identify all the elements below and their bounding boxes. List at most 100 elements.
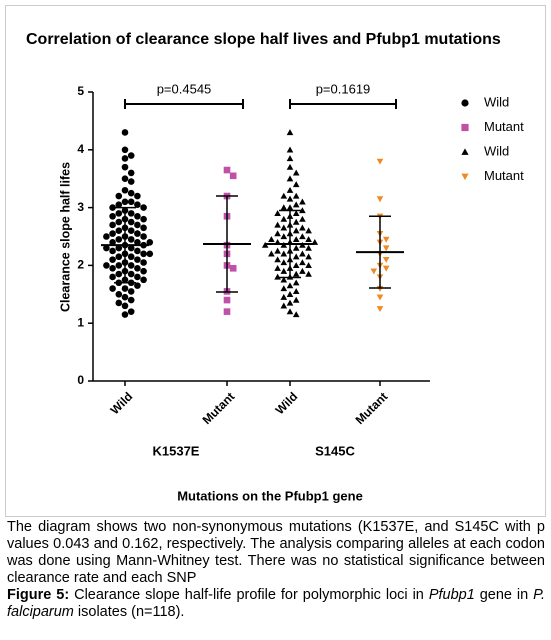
data-point — [134, 256, 141, 263]
y-tick-label: 5 — [77, 84, 84, 98]
data-point — [115, 299, 123, 307]
caption-block: The diagram shows two non-synonymous mut… — [7, 519, 545, 621]
data-point — [305, 270, 312, 277]
data-point — [134, 273, 141, 281]
data-point — [127, 152, 135, 159]
data-point — [292, 262, 300, 269]
data-point — [299, 215, 306, 222]
data-point — [286, 163, 294, 170]
data-point — [376, 196, 384, 203]
data-point — [127, 288, 135, 295]
data-point — [292, 169, 300, 176]
data-point — [299, 259, 306, 266]
data-point — [223, 166, 231, 174]
data-point — [115, 244, 123, 252]
group-label: S145C — [315, 443, 355, 458]
x-tick-label: Wild — [273, 389, 301, 417]
data-point — [274, 221, 281, 228]
data-point — [134, 247, 141, 255]
figure-label: Figure 5: — [7, 587, 70, 603]
data-point — [376, 294, 384, 301]
data-point — [103, 244, 110, 252]
data-point — [274, 273, 281, 280]
data-point — [280, 215, 288, 222]
data-point — [286, 195, 294, 202]
significance-bracket — [124, 99, 244, 109]
legend-label: Wild — [484, 94, 509, 109]
data-point — [305, 227, 312, 234]
data-point — [280, 259, 288, 266]
data-point — [286, 308, 294, 315]
data-point — [134, 212, 141, 220]
data-point — [127, 262, 135, 269]
data-point — [115, 210, 123, 217]
legend-marker — [461, 123, 469, 132]
data-point — [280, 233, 288, 240]
data-point — [292, 279, 300, 286]
data-point — [299, 198, 306, 205]
data-point — [286, 175, 294, 182]
data-point — [305, 244, 312, 251]
data-point — [286, 291, 294, 297]
data-point — [115, 236, 123, 243]
data-point — [121, 198, 129, 206]
data-point — [299, 207, 306, 214]
x-tick-label: Mutant — [353, 389, 391, 427]
data-point — [121, 293, 129, 301]
x-axis-label: Mutations on the Pfubp1 gene — [177, 488, 363, 503]
data-point — [121, 155, 129, 162]
data-point — [261, 241, 269, 248]
data-point — [127, 210, 135, 217]
data-point — [382, 236, 390, 243]
data-point — [115, 253, 123, 261]
data-point — [292, 218, 300, 225]
data-point — [286, 155, 294, 162]
caption-text: Clearance slope half-life profile for po… — [74, 587, 429, 603]
data-point — [109, 204, 116, 211]
data-point — [109, 285, 116, 292]
data-point — [292, 236, 300, 243]
data-point — [305, 236, 312, 243]
data-point — [274, 264, 281, 271]
data-point — [299, 250, 306, 257]
data-point — [280, 267, 288, 274]
data-point — [109, 221, 116, 229]
data-point — [140, 224, 147, 232]
chart-title: Correlation of clearance slope half live… — [26, 31, 501, 48]
data-point — [109, 247, 116, 255]
data-point — [115, 262, 123, 269]
data-point — [121, 129, 129, 136]
data-point — [127, 244, 135, 252]
data-point — [292, 270, 300, 277]
data-point — [286, 146, 294, 153]
data-point — [292, 201, 300, 208]
data-point — [268, 250, 275, 257]
caption-text: gene in — [474, 587, 534, 603]
data-point — [134, 282, 141, 289]
y-tick-label: 2 — [77, 258, 84, 272]
data-point — [127, 218, 135, 226]
data-point — [127, 189, 135, 197]
data-point — [140, 204, 147, 211]
data-point — [280, 250, 288, 257]
data-point — [109, 230, 116, 237]
data-point — [115, 291, 123, 298]
data-point — [127, 169, 135, 177]
y-tick-label: 1 — [77, 315, 84, 329]
x-tick-label: Mutant — [200, 389, 238, 427]
data-point — [115, 192, 123, 200]
annotation: p=0.1619 — [316, 81, 371, 96]
caption-italic: Pfubp1 — [428, 587, 475, 603]
y-axis-label: Clearance slope half lifes — [58, 162, 72, 312]
data-point — [127, 270, 135, 278]
y-tick-label: 4 — [77, 142, 84, 156]
data-point — [127, 178, 135, 185]
data-point — [127, 296, 135, 304]
data-point — [229, 264, 237, 272]
caption-italic: P. falciparum — [7, 587, 546, 620]
data-point — [223, 296, 231, 304]
data-point — [127, 227, 135, 235]
data-point — [134, 264, 141, 272]
data-point — [280, 204, 288, 211]
data-point — [109, 212, 116, 220]
